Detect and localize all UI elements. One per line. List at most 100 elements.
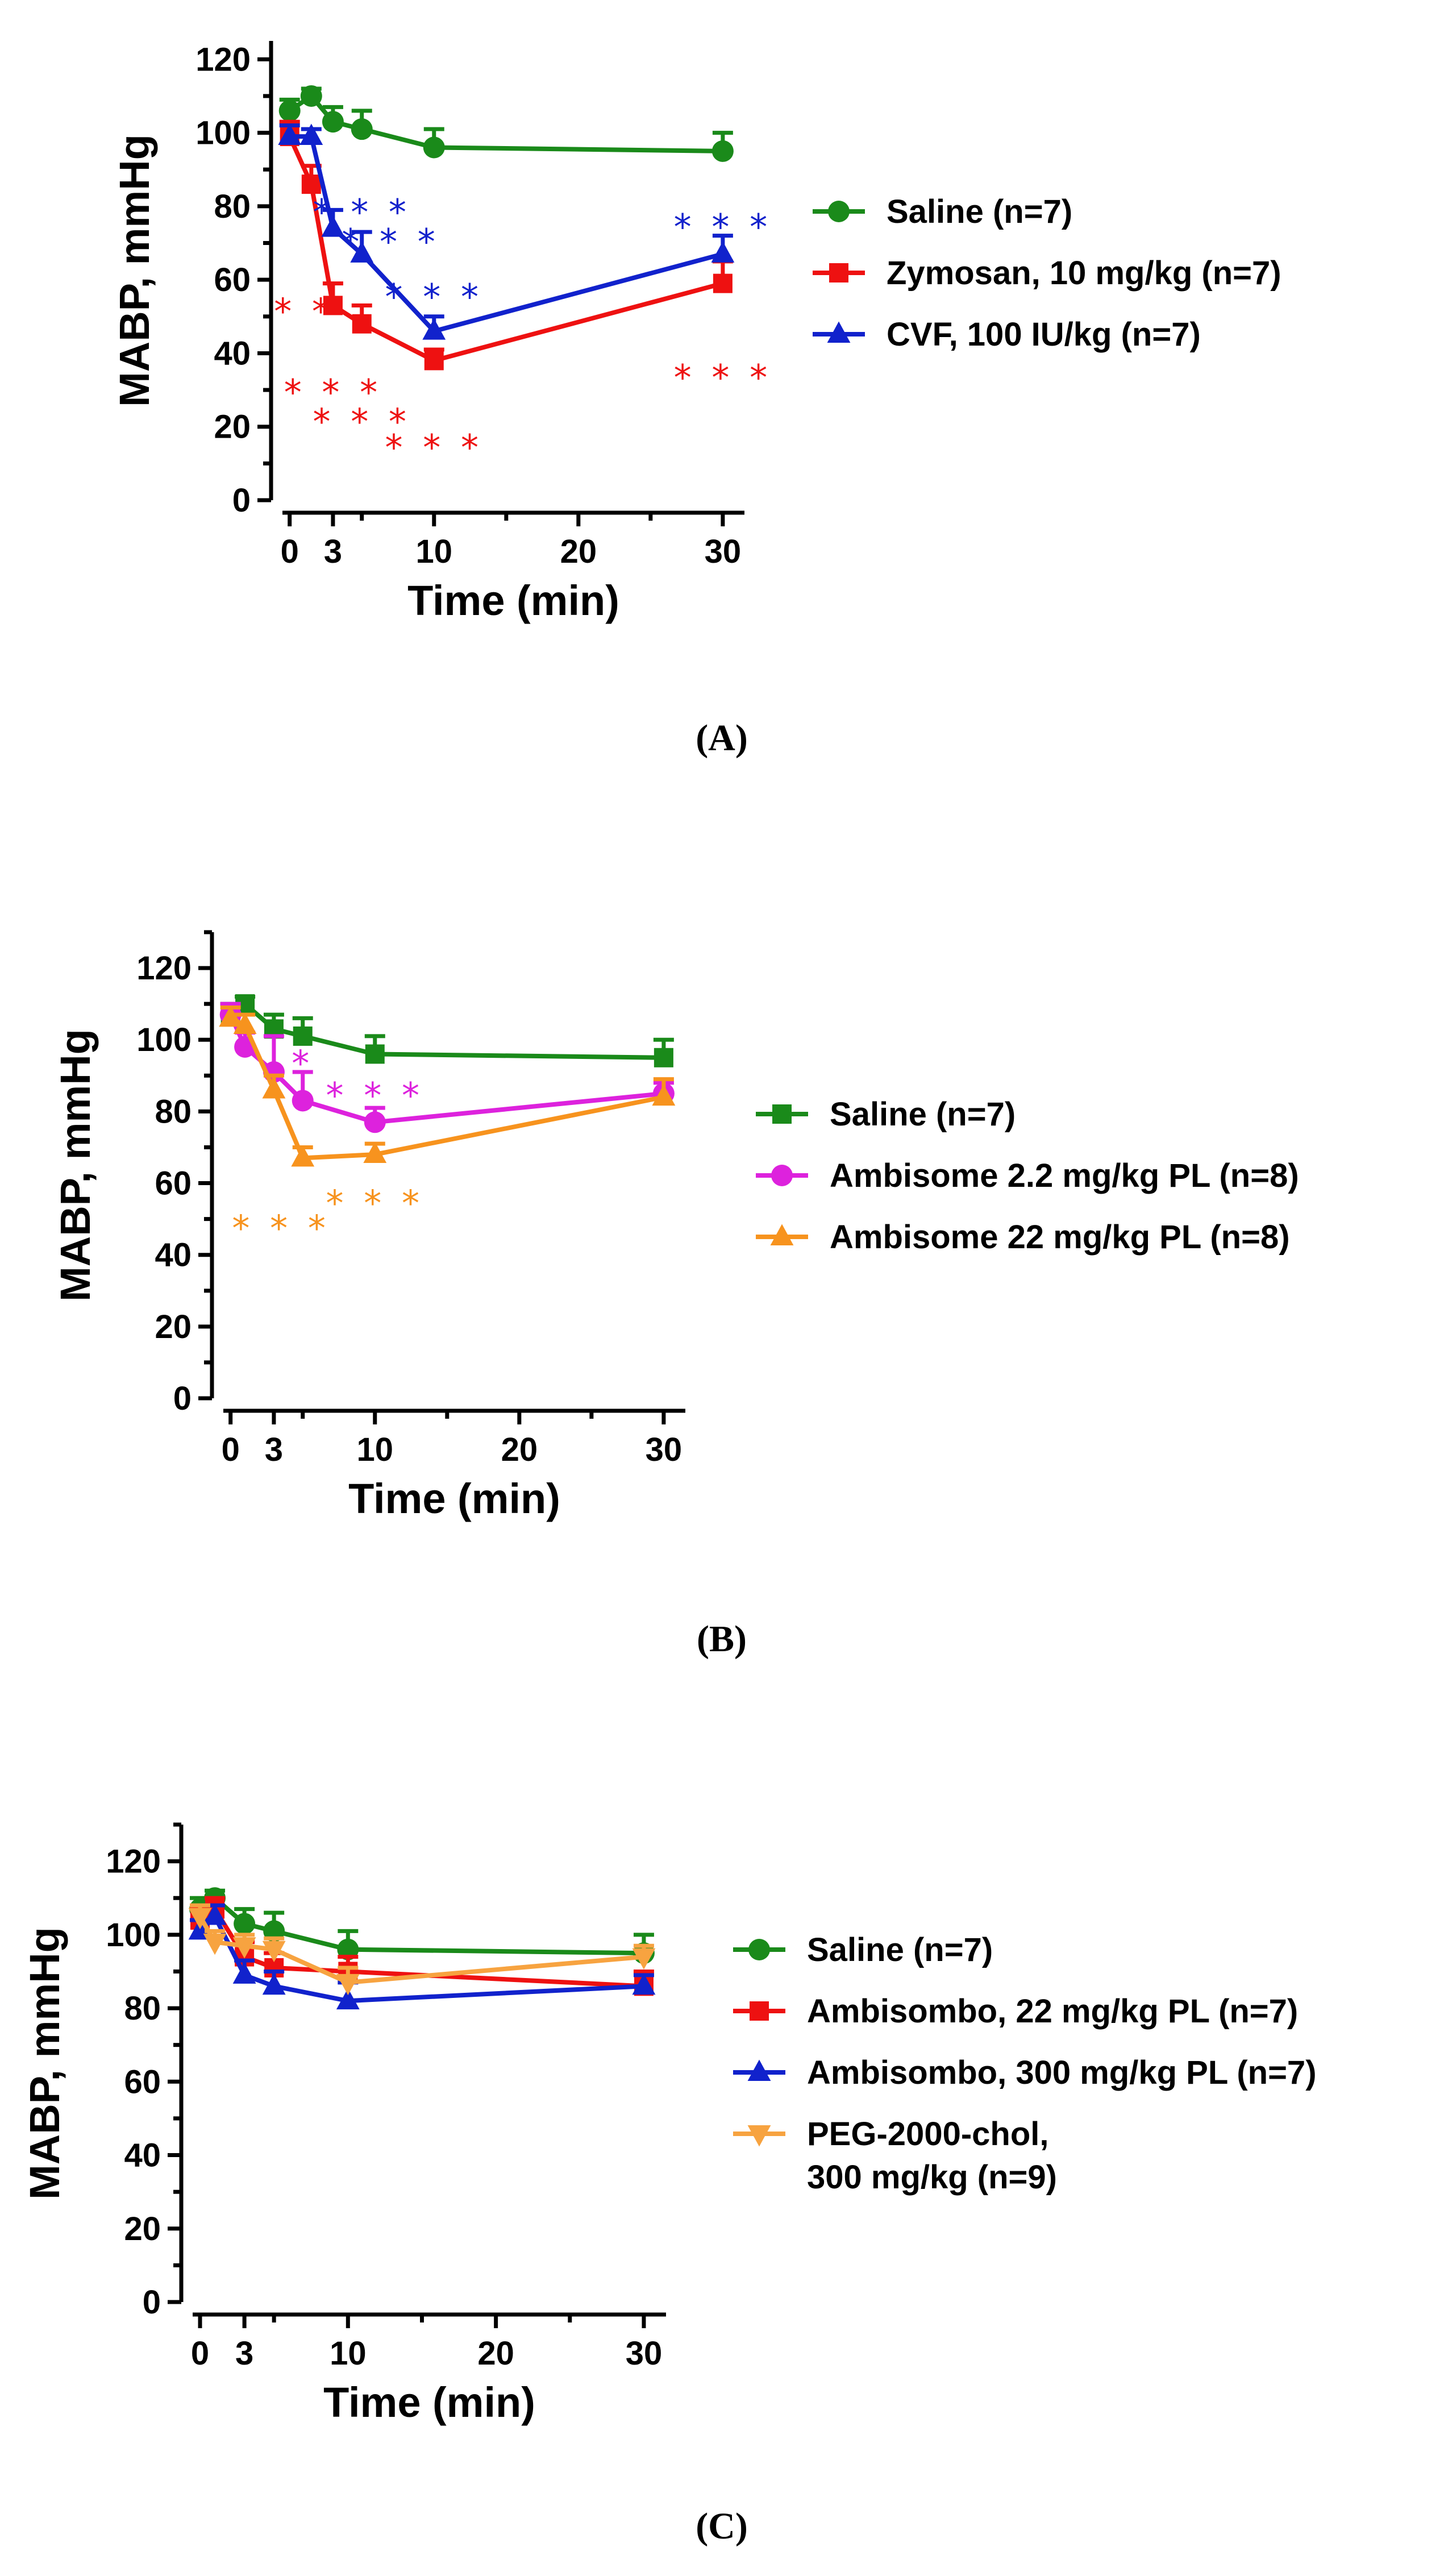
data-point [203, 1933, 227, 1955]
legend-label: 300 mg/kg (n=9) [807, 2159, 1057, 2196]
x-tick-label: 20 [477, 2335, 514, 2372]
y-tick-label: 0 [143, 2284, 161, 2321]
legend-item: Ambisombo, 22 mg/kg PL (n=7) [733, 1993, 1298, 2030]
data-point [321, 215, 345, 237]
data-point [278, 99, 301, 122]
legend-label: Saline (n=7) [830, 1096, 1016, 1133]
y-axis-label: MABP, mmHg [111, 134, 158, 407]
x-axis-label: Time (min) [407, 577, 619, 624]
data-point [262, 1973, 286, 1995]
legend: Saline (n=7) Ambisome 2.2 mg/kg PL (n=8) A… [756, 1096, 1299, 1256]
legend-marker [829, 263, 848, 282]
x-tick-label: 0 [281, 533, 299, 570]
data-point [423, 136, 445, 159]
x-tick-label: 3 [235, 2335, 253, 2372]
data-point [323, 296, 343, 315]
data-point [422, 318, 446, 340]
x-tick-label: 0 [222, 1431, 240, 1468]
legend: Saline (n=7) Ambisombo, 22 mg/kg PL (n=7)… [733, 1931, 1317, 2196]
significance-annotation: * * * [284, 372, 382, 413]
y-tick-label: 20 [124, 2211, 161, 2247]
data-point [233, 1012, 257, 1034]
data-point [351, 118, 373, 140]
series-1 [189, 1887, 655, 1964]
data-point [365, 1044, 385, 1064]
y-tick-label: 60 [214, 261, 251, 298]
legend-marker [771, 1165, 793, 1186]
data-point [336, 1973, 360, 1996]
data-point [336, 1988, 360, 2010]
data-point [352, 314, 372, 334]
data-point [203, 1904, 227, 1925]
y-tick-label: 20 [155, 1308, 192, 1345]
legend-marker [747, 2125, 771, 2147]
x-tick-label: 0 [191, 2335, 209, 2372]
legend-marker [827, 321, 851, 343]
y-tick-label: 120 [195, 41, 251, 78]
x-tick-label: 30 [705, 533, 742, 570]
significance-annotation: * [292, 1042, 314, 1084]
series-2 [219, 1002, 675, 1133]
legend-item: Ambisombo, 300 mg/kg PL (n=7) [733, 2054, 1317, 2091]
significance-annotation: * * * [342, 221, 439, 263]
legend-label: Ambisombo, 300 mg/kg PL (n=7) [807, 2054, 1317, 2091]
legend-item: PEG-2000-chol, 300 mg/kg (n=9) [733, 2116, 1057, 2196]
legend-marker [770, 1224, 794, 1245]
data-point [711, 241, 735, 263]
x-tick-label: 10 [357, 1431, 394, 1468]
y-tick-label: 60 [124, 2063, 161, 2100]
legend-marker [750, 2001, 769, 2021]
y-tick-label: 80 [155, 1093, 192, 1130]
y-tick-label: 0 [232, 482, 251, 519]
x-tick-label: 20 [560, 533, 597, 570]
legend-label: Saline (n=7) [807, 1931, 993, 1968]
y-tick-label: 80 [214, 188, 251, 225]
y-tick-label: 40 [155, 1237, 192, 1274]
data-point [363, 1141, 387, 1164]
series-1 [220, 994, 674, 1067]
legend-marker [772, 1104, 792, 1124]
y-tick-label: 100 [136, 1021, 192, 1058]
panel-caption: (C) [696, 2506, 748, 2547]
legend-item: Ambisome 22 mg/kg PL (n=8) [756, 1219, 1290, 1256]
data-point [232, 1962, 256, 1984]
y-axis-label: MABP, mmHg [21, 1927, 68, 2200]
significance-annotation: * * * [313, 192, 411, 233]
legend-item: Saline (n=7) [756, 1096, 1016, 1133]
y-tick-label: 60 [155, 1165, 192, 1202]
data-point [364, 1111, 386, 1133]
significance-annotation: * * * [326, 1182, 424, 1224]
x-tick-label: 3 [265, 1431, 283, 1468]
panel-caption: (B) [697, 1618, 747, 1660]
data-point [234, 1913, 256, 1935]
y-tick-label: 40 [214, 335, 251, 372]
y-tick-label: 80 [124, 1990, 161, 2027]
legend-label: Zymosan, 10 mg/kg (n=7) [887, 255, 1281, 292]
data-point [219, 1005, 243, 1027]
series-1 [278, 85, 734, 162]
data-point [262, 1077, 286, 1099]
data-point [632, 1948, 656, 1970]
x-tick-label: 10 [330, 2335, 367, 2372]
data-point [299, 123, 323, 146]
series-4 [188, 1903, 656, 1996]
series-3 [219, 1005, 676, 1167]
x-tick-label: 30 [626, 2335, 663, 2372]
legend-label: Ambisome 2.2 mg/kg PL (n=8) [830, 1157, 1299, 1194]
data-point [293, 1026, 313, 1046]
y-tick-label: 40 [124, 2137, 161, 2174]
data-point [278, 123, 302, 146]
data-point [301, 174, 321, 194]
data-point [350, 241, 374, 263]
y-tick-label: 100 [195, 115, 251, 152]
data-point [291, 1145, 315, 1167]
significance-annotation: * * * [232, 1207, 330, 1249]
significance-annotation: * * * [385, 427, 483, 468]
data-point [292, 1090, 314, 1112]
x-tick-label: 30 [646, 1431, 683, 1468]
legend-item: Saline (n=7) [733, 1931, 993, 1968]
legend-item: Zymosan, 10 mg/kg (n=7) [813, 255, 1281, 292]
legend: Saline (n=7) Zymosan, 10 mg/kg (n=7) CVF, … [813, 193, 1281, 353]
